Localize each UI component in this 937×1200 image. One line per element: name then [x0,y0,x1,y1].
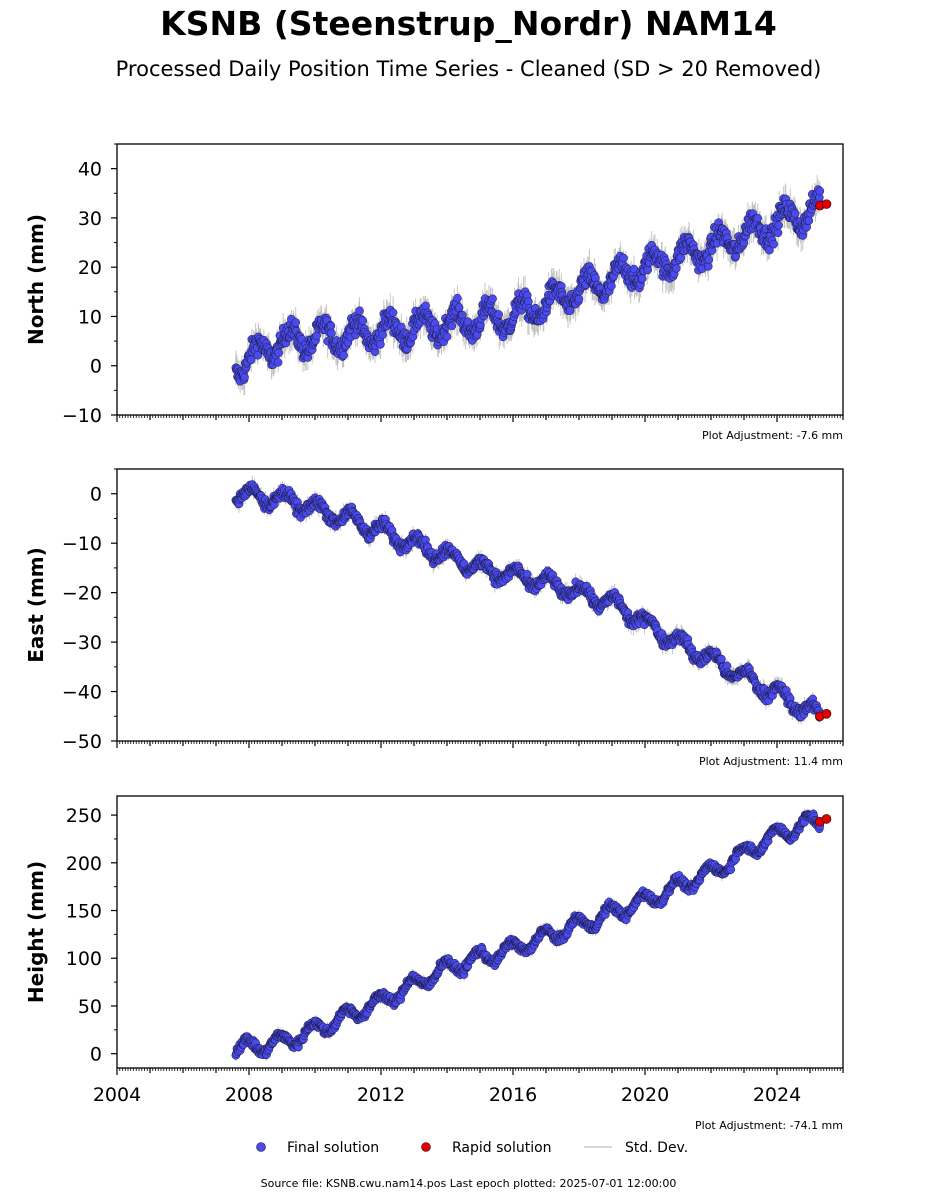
final-point [494,310,503,319]
final-point [769,239,778,249]
y-tick-label: −40 [62,682,102,704]
final-point [790,209,800,218]
y-tick-label: −10 [62,533,102,555]
final-point [619,253,628,263]
final-point [355,306,364,315]
final-point [676,253,685,263]
final-point [722,661,732,670]
page-title: KSNB (Steenstrup_Nordr) NAM14 [160,4,777,43]
final-point [765,245,774,255]
final-point [378,330,387,339]
chart-panels: −10 0 10 20 30 40 North (mm) Plot Adjustment: -… [24,143,844,1132]
y-tick-label: 0 [90,484,102,506]
north-plot-adjustment: Plot Adjustment: -7.6 mm [702,429,843,442]
final-point [326,321,336,331]
y-tick-label: −10 [62,405,102,427]
final-point [447,321,457,331]
final-point [442,332,452,342]
y-tick-label: 10 [78,306,102,328]
chart-north: −10 0 10 20 30 40 North (mm) Plot Adjustment: -… [24,143,844,442]
final-point [638,274,647,283]
final-point [273,358,283,367]
final-point [753,213,762,223]
final-point [488,294,497,303]
east-axes-frame [116,468,844,742]
east-y-axis-label: East (mm) [24,547,48,663]
final-point [339,351,348,360]
final-point [804,216,814,225]
north-data [231,175,832,396]
final-point [312,331,321,340]
east-final-points [231,480,825,722]
final-point [327,328,336,338]
final-point [376,340,385,349]
north-rapid-points [815,199,832,211]
chart-east: −50 −40 −30 −20 −10 0 East (mm) Plot Adjustment… [24,468,844,768]
east-plot-adjustment: Plot Adjustment: 11.4 mm [699,755,843,768]
final-point [565,306,575,315]
final-point [815,186,825,196]
page-subtitle: Processed Daily Position Time Series - C… [115,57,822,81]
final-point [773,228,783,238]
y-tick-label: 0 [90,356,102,378]
final-point [774,221,783,230]
y-tick-label: 40 [78,159,102,181]
final-point [274,348,283,358]
final-point [463,317,473,326]
east-rapid-points [815,708,832,722]
final-point [574,294,584,304]
final-point [358,316,368,325]
final-point [240,373,249,382]
final-point [454,303,464,312]
final-point [253,351,263,360]
final-point [672,264,681,273]
north-y-axis-label: North (mm) [24,214,48,345]
y-tick-label: −20 [62,583,102,605]
north-std-dev-bars [235,175,821,396]
north-axes-frame [116,143,844,416]
height-data [231,808,832,1062]
y-tick-label: 20 [78,257,102,279]
final-point [607,281,616,291]
final-point [388,308,398,317]
final-point [291,318,300,327]
final-point [453,293,462,303]
y-tick-label: −50 [62,731,102,753]
east-data [231,475,832,725]
y-tick-label: 30 [78,208,102,230]
rapid-point [821,708,832,719]
north-final-points [231,185,825,386]
rapid-point [821,199,832,209]
y-tick-label: −30 [62,632,102,654]
final-point [717,654,726,664]
final-point [643,265,652,275]
final-point [704,255,714,265]
